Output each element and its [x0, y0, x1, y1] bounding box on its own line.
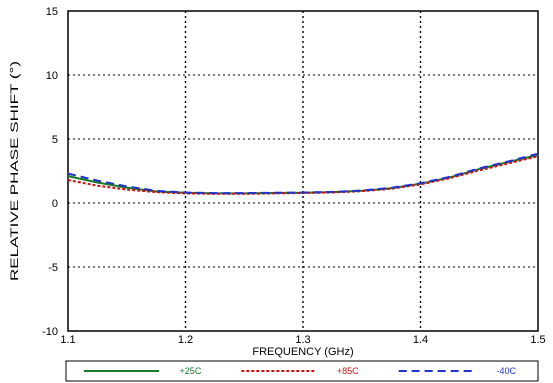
y-tick-label: 0: [52, 198, 58, 210]
x-tick-label: 1.4: [413, 334, 428, 346]
series-line-40C: [67, 152, 539, 195]
x-tick-label: 1.1: [60, 334, 75, 346]
legend-label: -40C: [496, 366, 516, 376]
y-tick-label: -5: [48, 262, 58, 274]
legend-label: +25C: [180, 366, 202, 376]
x-tick-label: 1.2: [178, 334, 193, 346]
plot-frame: [67, 10, 539, 332]
x-tick-label: 1.5: [530, 334, 545, 346]
y-tick-labels: -10 -5 0 5 10 15: [42, 6, 58, 338]
x-tick-labels: 1.1 1.2 1.3 1.4 1.5: [60, 334, 545, 346]
legend-items: +25C +85C -40C: [84, 366, 516, 376]
legend-label: +85C: [337, 366, 359, 376]
series-layer: [67, 152, 539, 195]
y-tick-label: 15: [46, 6, 58, 18]
y-axis-title: RELATIVE PHASE SHIFT (°): [9, 61, 21, 281]
y-tick-label: 5: [52, 134, 58, 146]
x-tick-label: 1.3: [295, 334, 310, 346]
grid-layer: [68, 11, 538, 331]
y-tick-label: 10: [46, 70, 58, 82]
y-tick-label: -10: [42, 326, 58, 338]
legend: +25C +85C -40C: [65, 360, 539, 382]
x-axis-title: FREQUENCY (GHz): [252, 346, 353, 358]
